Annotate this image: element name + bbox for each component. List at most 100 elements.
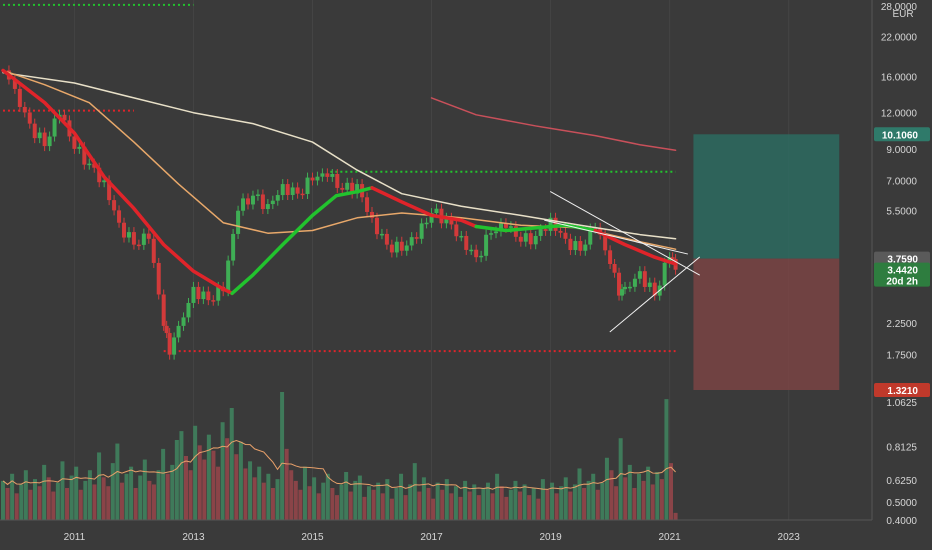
candle-body bbox=[246, 198, 251, 205]
volume-bar bbox=[669, 463, 674, 520]
volume-bar bbox=[193, 425, 198, 520]
candle-body bbox=[72, 136, 77, 149]
volume-bar bbox=[467, 491, 472, 520]
volume-bar bbox=[33, 479, 38, 520]
candle-body bbox=[632, 278, 637, 287]
candle-body bbox=[553, 217, 558, 231]
candle-body bbox=[275, 195, 280, 201]
volume-bar bbox=[641, 480, 646, 520]
volume-bar bbox=[632, 488, 637, 520]
volume-bar bbox=[522, 484, 527, 520]
candle-body bbox=[578, 241, 583, 251]
volume-bar bbox=[435, 482, 440, 520]
candle-body bbox=[449, 217, 454, 225]
volume-bar bbox=[197, 445, 202, 520]
candle-body bbox=[82, 146, 87, 165]
candle-body bbox=[102, 180, 107, 183]
candle-body bbox=[409, 237, 414, 246]
candle-body bbox=[320, 173, 325, 177]
volume-bar bbox=[540, 479, 545, 520]
volume-bar bbox=[321, 482, 326, 520]
candle-body bbox=[191, 286, 196, 303]
volume-bar bbox=[481, 488, 486, 520]
volume-bar bbox=[28, 489, 33, 520]
candle-body bbox=[622, 286, 627, 290]
volume-bar bbox=[298, 489, 303, 520]
volume-bar bbox=[14, 493, 19, 520]
volume-bar bbox=[472, 484, 477, 520]
candle-body bbox=[97, 167, 102, 183]
candle-body bbox=[583, 244, 588, 251]
volume-bar bbox=[618, 438, 623, 520]
volume-bar bbox=[449, 493, 454, 520]
candle-body bbox=[161, 294, 166, 326]
candle-body bbox=[558, 230, 563, 233]
volume-bar bbox=[170, 464, 175, 520]
volume-bar bbox=[293, 480, 298, 520]
candle-body bbox=[464, 235, 469, 250]
time-axis-ticks: 2011 2013 2015 2017 2019 2021 2023 bbox=[64, 532, 801, 543]
volume-bar bbox=[582, 488, 587, 520]
volume-bar bbox=[531, 488, 536, 520]
volume-bar bbox=[554, 493, 559, 520]
volume-bar bbox=[275, 479, 280, 520]
volume-bar bbox=[563, 477, 568, 520]
volume-bar bbox=[266, 473, 271, 520]
time-tick-label: 2019 bbox=[539, 532, 562, 543]
volume-average-line bbox=[2, 440, 676, 490]
volume-bar bbox=[367, 486, 372, 520]
candle-body bbox=[52, 118, 57, 137]
indicator-line bbox=[609, 256, 700, 333]
volume-bar bbox=[60, 461, 65, 520]
time-tick-label: 2013 bbox=[182, 532, 205, 543]
volume-bar bbox=[220, 422, 225, 520]
price-badge bbox=[874, 251, 930, 266]
candle-body bbox=[141, 233, 146, 245]
candle-body bbox=[523, 233, 528, 242]
candle-body bbox=[176, 325, 181, 338]
volume-bar bbox=[495, 473, 500, 520]
volume-bar bbox=[673, 512, 678, 520]
candle-body bbox=[444, 217, 449, 224]
volume-bar bbox=[65, 488, 70, 520]
volume-bar bbox=[23, 470, 28, 520]
candle-body bbox=[270, 200, 275, 205]
price-badge bbox=[874, 262, 930, 287]
volume-bar bbox=[110, 463, 115, 520]
volume-bar bbox=[138, 475, 143, 520]
candle-body bbox=[469, 249, 474, 252]
candle-body bbox=[667, 257, 672, 263]
volume-bar bbox=[550, 482, 555, 520]
candle-body bbox=[647, 282, 652, 287]
candle-body bbox=[379, 233, 384, 236]
candle-body bbox=[216, 286, 221, 301]
volume-bar bbox=[623, 477, 628, 520]
long-position-tool[interactable] bbox=[693, 134, 840, 390]
volume-bar bbox=[591, 473, 596, 520]
volume-bar bbox=[55, 482, 60, 520]
candle-body bbox=[42, 132, 47, 147]
candle-body bbox=[285, 184, 290, 196]
volume-bar bbox=[463, 480, 468, 520]
volume-bar bbox=[518, 491, 523, 520]
time-tick-label: 2011 bbox=[64, 532, 86, 543]
time-tick-label: 2021 bbox=[658, 532, 681, 543]
candle-body bbox=[295, 187, 300, 194]
candle-body bbox=[330, 173, 335, 177]
candle-body bbox=[389, 244, 394, 253]
candle-body bbox=[280, 184, 285, 196]
candle-body bbox=[498, 223, 503, 232]
volume-bar bbox=[307, 486, 312, 520]
candle-body bbox=[117, 210, 122, 223]
volume-bar bbox=[147, 480, 152, 520]
volume-bar bbox=[659, 479, 664, 520]
volume-bar bbox=[115, 443, 120, 520]
volume-bar bbox=[513, 480, 518, 520]
volume-bar bbox=[362, 496, 367, 520]
volume-bar bbox=[280, 392, 285, 520]
candle-body bbox=[22, 106, 27, 113]
indicator-line bbox=[370, 186, 478, 229]
volume-bar bbox=[97, 452, 102, 520]
price-tick-label: 9.0000 bbox=[886, 145, 917, 156]
